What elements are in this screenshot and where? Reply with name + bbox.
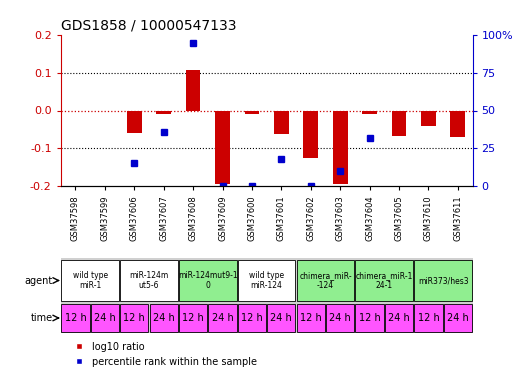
- Bar: [355, 260, 413, 301]
- Bar: [179, 260, 237, 301]
- Bar: [267, 304, 296, 332]
- Bar: [91, 304, 119, 332]
- Text: miR-124m
ut5-6: miR-124m ut5-6: [129, 271, 168, 290]
- Text: 12 h: 12 h: [182, 313, 204, 323]
- Bar: [297, 304, 325, 332]
- Text: chimera_miR-1
24-1: chimera_miR-1 24-1: [356, 271, 413, 290]
- Bar: [149, 304, 178, 332]
- Bar: [61, 304, 90, 332]
- Text: wild type
miR-124: wild type miR-124: [249, 271, 284, 290]
- Text: time: time: [30, 313, 52, 323]
- Bar: [297, 260, 354, 301]
- Bar: [333, 111, 347, 184]
- Bar: [444, 304, 472, 332]
- Bar: [244, 111, 259, 114]
- Text: miR-124mut9-1
0: miR-124mut9-1 0: [178, 271, 238, 290]
- Text: wild type
miR-1: wild type miR-1: [72, 271, 108, 290]
- Text: 12 h: 12 h: [359, 313, 381, 323]
- Bar: [209, 304, 237, 332]
- Bar: [421, 111, 436, 126]
- Bar: [127, 111, 142, 133]
- Legend: log10 ratio, percentile rank within the sample: log10 ratio, percentile rank within the …: [65, 338, 261, 370]
- Text: 24 h: 24 h: [447, 313, 469, 323]
- Bar: [414, 304, 442, 332]
- Bar: [238, 260, 296, 301]
- Bar: [120, 260, 178, 301]
- Text: miR373/hes3: miR373/hes3: [418, 276, 468, 285]
- Text: 24 h: 24 h: [329, 313, 351, 323]
- Text: 24 h: 24 h: [212, 313, 233, 323]
- Bar: [61, 260, 119, 301]
- Bar: [385, 304, 413, 332]
- Text: 12 h: 12 h: [300, 313, 322, 323]
- Text: 24 h: 24 h: [270, 313, 292, 323]
- Bar: [179, 304, 207, 332]
- Bar: [156, 111, 171, 114]
- Bar: [362, 111, 377, 114]
- Bar: [304, 111, 318, 158]
- Text: chimera_miR-
-124: chimera_miR- -124: [299, 271, 352, 290]
- Bar: [120, 304, 148, 332]
- Text: 24 h: 24 h: [94, 313, 116, 323]
- Bar: [326, 304, 354, 332]
- Text: 12 h: 12 h: [418, 313, 439, 323]
- Bar: [215, 111, 230, 184]
- Text: agent: agent: [24, 276, 52, 285]
- Bar: [238, 304, 266, 332]
- Text: GDS1858 / 10000547133: GDS1858 / 10000547133: [61, 18, 236, 33]
- Text: 12 h: 12 h: [241, 313, 263, 323]
- Bar: [392, 111, 407, 136]
- Bar: [355, 304, 384, 332]
- Text: 12 h: 12 h: [64, 313, 86, 323]
- Bar: [186, 70, 201, 111]
- Text: 24 h: 24 h: [153, 313, 175, 323]
- Bar: [414, 260, 472, 301]
- Text: 12 h: 12 h: [124, 313, 145, 323]
- Bar: [274, 111, 289, 134]
- Bar: [450, 111, 465, 137]
- Text: 24 h: 24 h: [388, 313, 410, 323]
